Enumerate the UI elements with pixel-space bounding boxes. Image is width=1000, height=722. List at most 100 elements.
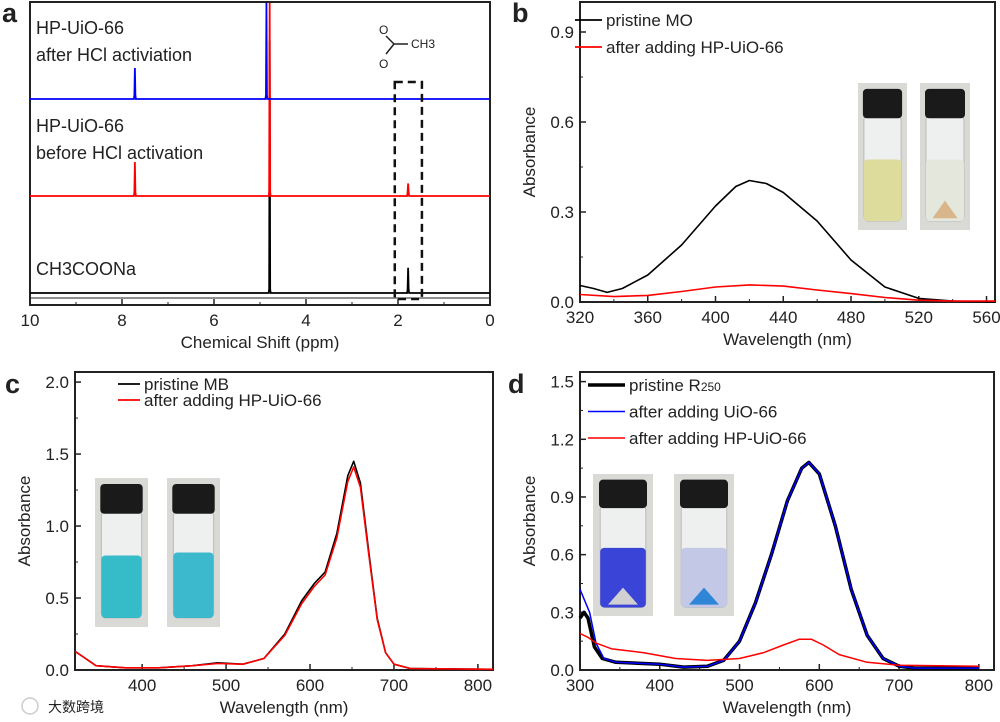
vial-cap (925, 88, 965, 119)
x-tick-label: 320 (566, 308, 594, 327)
vial-liquid (173, 552, 214, 619)
x-tick-label: 400 (646, 676, 674, 695)
vial-liquid (926, 159, 964, 222)
y-tick-label: 0.0 (45, 661, 69, 680)
y-tick-label: 1.5 (45, 445, 69, 464)
y-tick-label: 1.2 (550, 430, 574, 449)
y-tick-label: 0.0 (550, 293, 574, 312)
x-tick-label: 520 (905, 308, 933, 327)
structure-ch3: CH3 (411, 37, 435, 51)
x-axis-title: Chemical Shift (ppm) (181, 333, 340, 352)
x-tick-label: 2 (393, 311, 402, 330)
inset-vial-after-hp-uio-66 (920, 83, 970, 230)
x-axis-title: Wavelength (nm) (723, 330, 852, 349)
legend-label: pristine R250 (629, 376, 721, 395)
vial-liquid (101, 555, 142, 619)
inset-vial-after-hp-uio-66 (167, 478, 220, 627)
spectrum-label: before HCl activation (36, 143, 203, 163)
x-tick-label: 6 (209, 311, 218, 330)
series-line-after-adding-hp-uio-66 (579, 284, 995, 302)
series-line-pristine-mo (579, 179, 996, 303)
vial-cap (680, 479, 728, 509)
y-axis-title: Absorbance (15, 476, 34, 567)
watermark: 大数跨境 (48, 699, 104, 715)
structure-atom-o: O (379, 23, 388, 37)
plot-frame (74, 371, 494, 671)
inset-vial-after-hp-uio-66 (674, 474, 734, 616)
vial-cap (172, 483, 215, 514)
legend-subscript: 250 (701, 380, 721, 394)
nmr-spectrum-hp-uio-66-before-hcl-activation (30, 2, 490, 197)
y-tick-label: 0.6 (550, 113, 574, 132)
legend-label: after adding HP-UiO-66 (629, 429, 807, 448)
watermark-logo-icon (21, 697, 39, 715)
x-tick-label: 8 (117, 311, 126, 330)
inset-vial-pristine-mo (858, 83, 907, 230)
nmr-spectrum-ch3coona (30, 40, 490, 294)
x-tick-label: 300 (566, 676, 594, 695)
x-tick-label: 4 (301, 311, 310, 330)
spectrum-label: HP-UiO-66 (36, 18, 124, 38)
series-line-after-adding-hp-uio-66 (74, 466, 494, 671)
x-tick-label: 560 (972, 308, 1000, 327)
x-tick-label: 10 (21, 311, 40, 330)
panel-letter: c (5, 369, 20, 399)
x-tick-label: 700 (380, 676, 408, 695)
x-tick-label: 600 (296, 676, 324, 695)
y-axis-title: Absorbance (520, 476, 539, 567)
nmr-spectrum-hp-uio-66-after-hcl-activiation (30, 2, 490, 100)
vial-liquid (600, 547, 646, 608)
y-tick-label: 0.3 (550, 203, 574, 222)
plot-frame (579, 1, 996, 303)
y-tick-label: 0.9 (550, 488, 574, 507)
x-axis-title: Wavelength (nm) (723, 698, 852, 717)
inset-vial-after-uio-66 (593, 474, 653, 616)
x-tick-label: 400 (128, 676, 156, 695)
y-tick-label: 1.0 (45, 517, 69, 536)
acetate-structure-icon (385, 35, 408, 55)
legend-label: after adding HP-UiO-66 (606, 38, 784, 57)
y-tick-label: 2.0 (45, 373, 69, 392)
x-tick-label: 440 (769, 308, 797, 327)
x-tick-label: 0 (485, 311, 494, 330)
highlight-box (393, 80, 424, 301)
y-axis-title: Absorbance (520, 107, 539, 198)
inset-vial-pristine-mb (95, 478, 148, 627)
vial-sediment (689, 587, 719, 605)
x-tick-label: 800 (464, 676, 492, 695)
x-tick-label: 360 (634, 308, 662, 327)
legend-label: pristine MB (144, 375, 229, 394)
vial-cap (599, 479, 647, 509)
legend-label: after adding UiO-66 (629, 403, 777, 422)
vial-cap (100, 483, 143, 514)
x-tick-label: 480 (837, 308, 865, 327)
x-tick-label: 500 (212, 676, 240, 695)
vial-sediment (608, 587, 638, 605)
vial-sediment (932, 200, 958, 219)
x-tick-label: 400 (701, 308, 729, 327)
x-tick-label: 500 (725, 676, 753, 695)
spectrum-label: CH3COONa (36, 259, 137, 279)
plot-frame (579, 371, 995, 671)
spectrum-label: after HCl activiation (36, 45, 192, 65)
panel-letter: d (508, 369, 525, 399)
x-tick-label: 700 (885, 676, 913, 695)
y-tick-label: 0.3 (550, 603, 574, 622)
series-line-after-adding-uio-66 (579, 461, 979, 669)
y-tick-label: 1.5 (550, 373, 574, 392)
y-tick-label: 0.6 (550, 546, 574, 565)
vial-liquid (863, 159, 902, 222)
vial-cap (862, 88, 903, 119)
y-tick-label: 0.5 (45, 589, 69, 608)
x-tick-label: 800 (965, 676, 993, 695)
legend-label: pristine MO (606, 11, 693, 30)
legend-label: after adding HP-UiO-66 (144, 391, 322, 410)
panel-letter: a (2, 0, 18, 28)
x-axis-title: Wavelength (nm) (220, 698, 349, 717)
spectrum-label: HP-UiO-66 (36, 116, 124, 136)
series-line-after-adding-hp-uio-66 (579, 632, 979, 667)
structure-atom-o: O (379, 57, 388, 71)
panel-letter: b (512, 0, 529, 28)
vial-liquid (681, 547, 727, 608)
